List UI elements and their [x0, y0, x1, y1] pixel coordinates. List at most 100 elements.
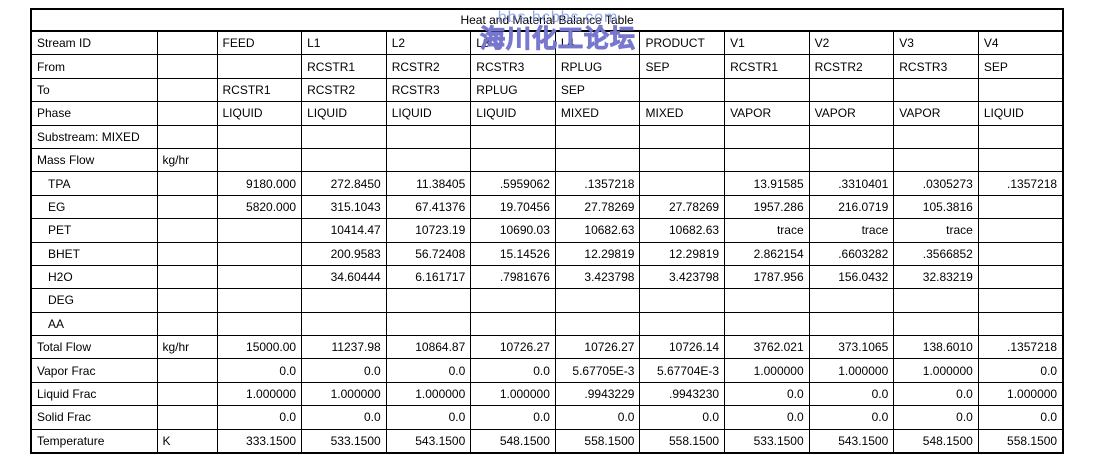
cell	[977, 194, 1064, 220]
cell: .7981676	[470, 264, 556, 290]
cell	[893, 77, 979, 103]
row-unit	[156, 54, 218, 79]
cell: 0.0	[893, 405, 979, 430]
cell: 5.67705E-3	[554, 358, 641, 383]
cell: 12.29819	[554, 241, 641, 266]
cell	[554, 311, 641, 337]
row-unit	[156, 358, 218, 383]
cell: .0305273	[893, 171, 979, 196]
cell	[301, 288, 387, 313]
cell: 10726.27	[470, 335, 556, 360]
cell: 3.423798	[554, 264, 641, 290]
row-label: Vapor Frac	[30, 358, 158, 383]
cell: .6603282	[808, 241, 895, 266]
cell: RCSTR3	[470, 54, 556, 79]
cell: 0.0	[216, 358, 303, 383]
row-unit	[156, 77, 218, 103]
cell: 10726.27	[554, 335, 641, 360]
cell	[554, 124, 641, 149]
cell: VAPOR	[724, 101, 810, 126]
cell	[216, 218, 303, 243]
row-label: From	[30, 54, 158, 79]
cell	[216, 54, 303, 79]
row-label: Stream ID	[30, 30, 158, 56]
cell: 0.0	[724, 405, 810, 430]
cell	[893, 288, 979, 313]
cell: 558.1500	[639, 428, 726, 454]
cell: 548.1500	[893, 428, 979, 454]
cell: trace	[893, 218, 979, 243]
row-unit: kg/hr	[156, 335, 218, 360]
cell: .1357218	[977, 171, 1064, 196]
cell: 27.78269	[554, 194, 641, 220]
cell	[554, 147, 641, 173]
cell: 0.0	[977, 358, 1064, 383]
table-row: TPA 9180.000 272.8450 11.38405.5959062.1357…	[30, 171, 1064, 196]
cell: .1357218	[977, 335, 1064, 360]
cell	[808, 77, 895, 103]
cell: .9943230	[639, 381, 726, 407]
row-label: Total Flow	[30, 335, 158, 360]
cell: RPLUG	[554, 54, 641, 79]
cell: trace	[808, 218, 895, 243]
cell: 1.000000	[385, 381, 472, 407]
cell	[216, 124, 303, 149]
row-unit	[156, 311, 218, 337]
cell	[470, 311, 556, 337]
cell	[639, 171, 726, 196]
table-title-row: Heat and Material Balance Table	[30, 8, 1064, 32]
cell: LIQUID	[301, 101, 387, 126]
row-unit	[156, 30, 218, 56]
cell	[301, 124, 387, 149]
row-label: Temperature	[30, 428, 158, 454]
table-row: BHET 200.9583 56.72408 15.14526 12.29819 12.2…	[30, 241, 1064, 266]
cell: 67.41376	[385, 194, 472, 220]
row-label: Liquid Frac	[30, 381, 158, 407]
cell: 1957.286	[724, 194, 810, 220]
table-row: Phase LIQUID LIQUID LIQUID LIQUID MIXED MIXED V…	[30, 101, 1064, 126]
cell: 533.1500	[724, 428, 810, 454]
cell	[724, 311, 810, 337]
cell	[977, 311, 1064, 337]
cell: RCSTR2	[385, 54, 472, 79]
cell: 105.3816	[893, 194, 979, 220]
cell: 10682.63	[554, 218, 641, 243]
cell: V2	[808, 30, 895, 56]
cell: 15.14526	[470, 241, 556, 266]
cell: 2.862154	[724, 241, 810, 266]
cell: 12.29819	[639, 241, 726, 266]
cell	[216, 241, 303, 266]
cell: 0.0	[301, 405, 387, 430]
table-row: PET 10414.47 10723.19 10690.03 10682.63 10682…	[30, 218, 1064, 243]
cell: RCSTR3	[893, 54, 979, 79]
cell: 548.1500	[470, 428, 556, 454]
cell	[385, 311, 472, 337]
table-row: Solid Frac 0.0 0.0 0.0 0.0 0.0 0.0 0.0 0.0 0.0 0.0	[30, 405, 1064, 430]
cell: 0.0	[893, 381, 979, 407]
cell: V3	[893, 30, 979, 56]
row-label: H2O	[30, 264, 158, 290]
cell: 9180.000	[216, 171, 303, 196]
cell: 10682.63	[639, 218, 726, 243]
cell	[977, 264, 1064, 290]
cell: 11237.98	[301, 335, 387, 360]
table-row: Vapor Frac 0.0 0.0 0.0 0.0 5.67705E-3 5.67704E…	[30, 358, 1064, 383]
cell: 3.423798	[639, 264, 726, 290]
cell: 10690.03	[470, 218, 556, 243]
cell: RPLUG	[470, 77, 556, 103]
cell: RCSTR1	[301, 54, 387, 79]
cell	[893, 311, 979, 337]
cell	[893, 124, 979, 149]
row-unit	[156, 124, 218, 149]
cell	[977, 288, 1064, 313]
cell: 1.000000	[216, 381, 303, 407]
cell: 0.0	[216, 405, 303, 430]
cell: 13.91585	[724, 171, 810, 196]
table-row: Liquid Frac 1.000000 1.000000 1.000000 1.000…	[30, 381, 1064, 407]
cell	[639, 77, 726, 103]
row-unit	[156, 194, 218, 220]
cell: RCSTR2	[808, 54, 895, 79]
cell	[724, 147, 810, 173]
table-row: H2O 34.60444 6.161717.7981676 3.423798 3.423…	[30, 264, 1064, 290]
row-label: EG	[30, 194, 158, 220]
